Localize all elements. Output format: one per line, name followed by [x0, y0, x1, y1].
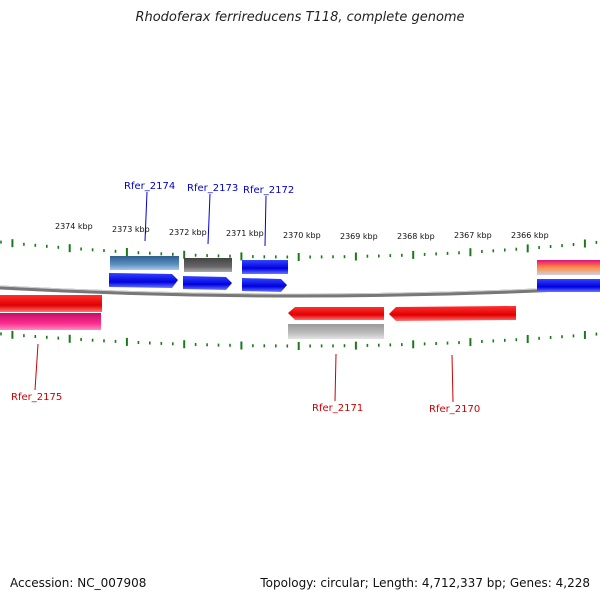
- gene-block-blue-right[interactable]: [537, 279, 600, 292]
- genome-summary-text: Topology: circular; Length: 4,712,337 bp…: [260, 576, 590, 590]
- feature-block-magenta[interactable]: [0, 313, 101, 330]
- kbp-label: 2374 kbp: [55, 222, 93, 231]
- genome-title: Rhodoferax ferrireducens T118, complete …: [135, 10, 465, 25]
- reverse-feature-track: [0, 313, 384, 339]
- kbp-label: 2371 kbp: [226, 229, 264, 238]
- gene-label-rfer-2170[interactable]: Rfer_2170: [429, 404, 480, 415]
- gene-label-rfer-2175[interactable]: Rfer_2175: [11, 392, 62, 403]
- forward-gene-track: [109, 273, 600, 292]
- inner-tick-scale: [0, 330, 598, 350]
- kbp-label: 2372 kbp: [169, 228, 207, 237]
- kbp-label: 2368 kbp: [397, 232, 435, 241]
- feature-block-blue[interactable]: [242, 260, 288, 274]
- gene-arrow-rfer-2170[interactable]: [389, 306, 516, 321]
- kbp-label: 2370 kbp: [283, 231, 321, 240]
- kbp-label: 2369 kbp: [340, 232, 378, 241]
- leader-line-rfer-2175: [34, 343, 39, 391]
- kbp-scale-labels: 2374 kbp 2373 kbp 2372 kbp 2371 kbp 2370…: [55, 222, 549, 241]
- feature-block-steel[interactable]: [110, 256, 179, 270]
- gene-arrow-rfer-2174[interactable]: [109, 273, 178, 288]
- leader-line-rfer-2171: [334, 353, 337, 402]
- feature-block-light-gray[interactable]: [288, 324, 384, 339]
- gene-label-rfer-2172[interactable]: Rfer_2172: [243, 185, 294, 196]
- gene-label-rfer-2173[interactable]: Rfer_2173: [187, 183, 238, 194]
- accession-text: Accession: NC_007908: [10, 576, 147, 590]
- outer-tick-scale: [0, 239, 598, 261]
- forward-feature-track: [110, 256, 600, 275]
- leader-line-rfer-2172: [264, 195, 267, 247]
- gene-label-rfer-2171[interactable]: Rfer_2171: [312, 403, 363, 414]
- leader-line-rfer-2170: [451, 354, 454, 403]
- gene-label-leaders: [34, 191, 454, 403]
- reverse-gene-track: [0, 295, 516, 321]
- gene-block-rfer-2175-red[interactable]: [0, 295, 102, 312]
- gene-arrow-rfer-2173[interactable]: [183, 276, 232, 290]
- kbp-label: 2373 kbp: [112, 225, 150, 234]
- feature-block-dark-gray[interactable]: [184, 258, 232, 272]
- leader-line-rfer-2173: [207, 193, 211, 245]
- gene-arrow-rfer-2171[interactable]: [288, 307, 384, 320]
- gene-label-rfer-2174[interactable]: Rfer_2174: [124, 181, 175, 192]
- kbp-label: 2366 kbp: [511, 231, 549, 240]
- genome-backbone-highlight: [0, 285, 600, 295]
- leader-line-rfer-2174: [144, 191, 148, 242]
- feature-block-multicolor[interactable]: [537, 260, 600, 275]
- genome-backbone-arc: [0, 285, 600, 298]
- gene-arrow-rfer-2172[interactable]: [242, 278, 287, 292]
- gene-labels: Rfer_2174 Rfer_2173 Rfer_2172 Rfer_2175 …: [11, 181, 480, 415]
- kbp-label: 2367 kbp: [454, 231, 492, 240]
